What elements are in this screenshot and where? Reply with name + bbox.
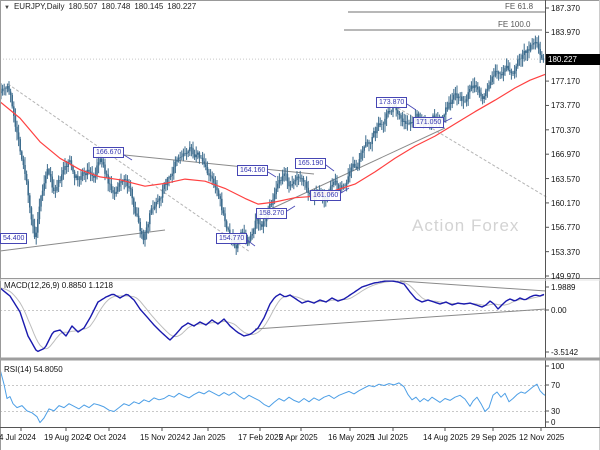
price-axis-tick: 177.170: [551, 77, 580, 87]
price-level-callout[interactable]: 54.400: [0, 233, 28, 244]
price-level-callout[interactable]: 171.050: [413, 117, 445, 128]
macd-axis-tick: 0.00: [551, 306, 567, 315]
price-level-callout[interactable]: 165.190: [295, 158, 327, 169]
rsi-axis-tick: 70: [551, 381, 560, 390]
rsi-indicator-label: RSI(14) 54.8050: [4, 365, 63, 374]
date-axis-label: 17 Feb 2025: [238, 433, 283, 442]
price-axis-tick: 173.770: [551, 101, 580, 111]
ohlc-low: 180.145: [134, 2, 164, 11]
price-axis-tick: 170.370: [551, 125, 580, 135]
ohlc-open: 180.507: [68, 2, 98, 11]
ohlc-high: 180.748: [101, 2, 131, 11]
price-level-callout[interactable]: 161.060: [310, 190, 342, 201]
rsi-axis-tick: 0: [551, 418, 556, 427]
price-level-callout[interactable]: 158.270: [256, 208, 288, 219]
price-level-callout[interactable]: 154.770: [216, 233, 248, 244]
ohlc-close: 180.227: [167, 2, 197, 11]
price-level-callout[interactable]: 164.160: [237, 165, 269, 176]
date-axis-label: 2 Oct 2024: [87, 433, 127, 442]
date-axis-label: 16 May 2025: [328, 433, 375, 442]
date-axis-label: 15 Nov 2024: [140, 433, 186, 442]
date-axis-label: 4 Jul 2024: [0, 433, 36, 442]
date-axis-label: 19 Aug 2024: [44, 433, 89, 442]
price-axis-tick: 153.370: [551, 247, 580, 257]
symbol-header: ▼ EURJPY,Daily 180.507 180.748 180.145 180.22…: [4, 2, 200, 11]
date-axis-label: 2 Jan 2025: [186, 433, 226, 442]
rsi-axis-tick: 100: [551, 362, 565, 371]
macd-axis-tick: -3.5142: [551, 348, 579, 357]
price-axis-tick: 160.170: [551, 198, 580, 208]
date-axis-label: 1 Jul 2025: [371, 433, 408, 442]
date-axis-label: 29 Sep 2025: [471, 433, 517, 442]
macd-axis-tick: 1.9889: [551, 283, 576, 292]
current-price-tag: 180.227: [546, 53, 600, 65]
fibonacci-extension-label[interactable]: FE 61.8: [505, 2, 534, 11]
price-level-callout[interactable]: 173.870: [376, 97, 408, 108]
price-axis-tick: 187.370: [551, 4, 580, 13]
price-axis-tick: 163.570: [551, 174, 580, 184]
rsi-axis-tick: 30: [551, 407, 560, 416]
date-axis-label: 2 Apr 2025: [279, 433, 318, 442]
watermark: Action Forex: [412, 216, 520, 235]
price-axis-tick: 183.970: [551, 28, 580, 38]
symbol-name: EURJPY,Daily: [13, 2, 65, 11]
fibonacci-extension-label[interactable]: FE 100.0: [498, 20, 531, 29]
date-axis-label: 14 Aug 2025: [423, 433, 468, 442]
price-axis-tick: 166.970: [551, 150, 580, 160]
macd-indicator-label: MACD(12,26,9) 0.8850 1.1218: [4, 281, 113, 290]
price-axis-tick: 149.970: [551, 272, 580, 281]
price-level-callout[interactable]: 166.670: [93, 147, 125, 158]
date-axis-label: 12 Nov 2025: [519, 433, 565, 442]
price-axis-tick: 156.770: [551, 223, 580, 233]
symbol-dropdown-icon[interactable]: ▼: [4, 5, 10, 11]
